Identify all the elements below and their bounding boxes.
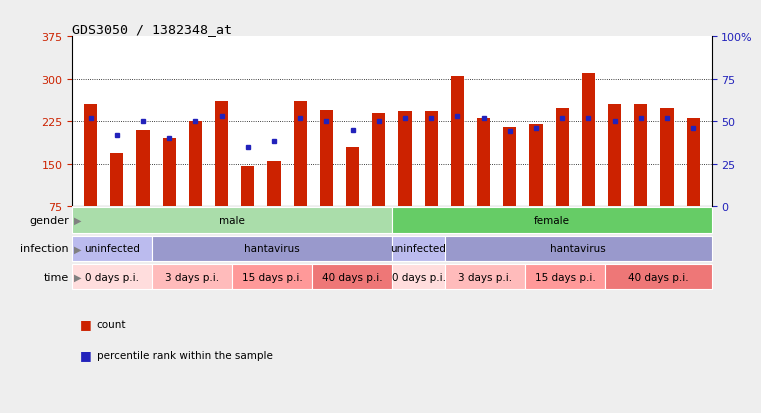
Text: ▶: ▶	[74, 216, 81, 225]
Bar	[392, 236, 445, 261]
Text: hantavirus: hantavirus	[244, 244, 300, 254]
Bar	[163, 139, 176, 206]
Bar	[661, 109, 673, 206]
Text: gender: gender	[30, 216, 69, 225]
Text: infection: infection	[21, 244, 69, 254]
Text: percentile rank within the sample: percentile rank within the sample	[97, 350, 272, 360]
Bar	[215, 102, 228, 206]
Bar	[320, 111, 333, 206]
Bar	[189, 122, 202, 206]
Text: 3 days p.i.: 3 days p.i.	[165, 272, 219, 282]
Bar	[72, 264, 152, 290]
Bar	[556, 109, 568, 206]
Bar	[372, 113, 385, 206]
Bar	[608, 105, 621, 206]
Text: uninfected: uninfected	[84, 244, 140, 254]
Bar	[392, 264, 445, 290]
Text: time: time	[44, 272, 69, 282]
Bar	[152, 264, 232, 290]
Text: 40 days p.i.: 40 days p.i.	[322, 272, 382, 282]
Text: 0 days p.i.: 0 days p.i.	[392, 272, 445, 282]
Bar	[425, 112, 438, 206]
Text: GDS3050 / 1382348_at: GDS3050 / 1382348_at	[72, 23, 232, 36]
Bar	[477, 119, 490, 206]
Bar	[136, 131, 150, 206]
Text: ■: ■	[80, 318, 91, 331]
Bar	[312, 264, 392, 290]
Bar	[110, 154, 123, 206]
Bar	[451, 77, 464, 206]
Text: ■: ■	[80, 349, 91, 362]
Bar	[84, 105, 97, 206]
Text: 15 days p.i.: 15 days p.i.	[535, 272, 595, 282]
Bar	[241, 167, 254, 206]
Bar	[686, 119, 700, 206]
Bar	[445, 264, 525, 290]
Bar	[232, 264, 312, 290]
Text: female: female	[533, 216, 570, 225]
Text: count: count	[97, 319, 126, 329]
Bar	[582, 74, 595, 206]
Bar	[525, 264, 605, 290]
Bar	[445, 236, 712, 261]
Bar	[605, 264, 712, 290]
Text: 3 days p.i.: 3 days p.i.	[458, 272, 512, 282]
Text: male: male	[219, 216, 245, 225]
Bar	[72, 236, 152, 261]
Bar	[152, 236, 392, 261]
Bar	[530, 125, 543, 206]
Text: 0 days p.i.: 0 days p.i.	[85, 272, 139, 282]
Bar	[267, 161, 281, 206]
Bar	[634, 105, 648, 206]
Bar	[294, 102, 307, 206]
Bar	[72, 208, 392, 233]
Text: ▶: ▶	[74, 244, 81, 254]
Text: ▶: ▶	[74, 272, 81, 282]
Bar	[399, 112, 412, 206]
Text: uninfected: uninfected	[390, 244, 447, 254]
Bar	[346, 147, 359, 206]
Text: 15 days p.i.: 15 days p.i.	[242, 272, 302, 282]
Text: 40 days p.i.: 40 days p.i.	[628, 272, 689, 282]
Bar	[392, 208, 712, 233]
Text: hantavirus: hantavirus	[550, 244, 607, 254]
Bar	[503, 128, 517, 206]
